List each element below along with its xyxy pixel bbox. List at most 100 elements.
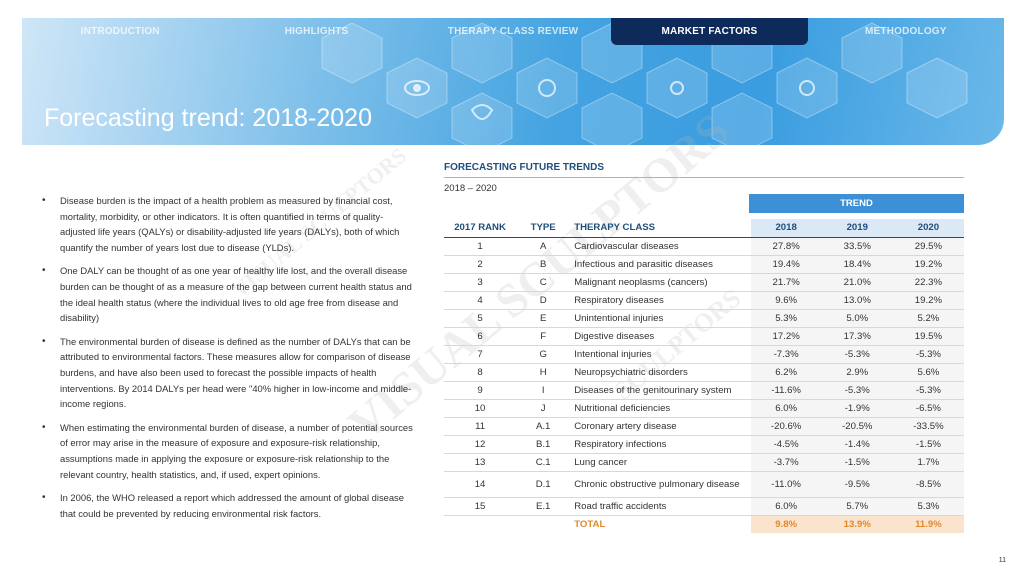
table-cell-type: I bbox=[516, 381, 571, 400]
table-cell-y2019: -5.3% bbox=[821, 345, 893, 364]
table-cell-y2018: -7.3% bbox=[750, 345, 822, 364]
table-cell-class: Chronic obstructive pulmonary disease bbox=[570, 471, 751, 498]
table-cell-rank: 7 bbox=[444, 345, 517, 364]
table-cell-class: Malignant neoplasms (cancers) bbox=[570, 273, 751, 292]
total-cell: TOTAL bbox=[574, 518, 606, 530]
table-cell-type: A bbox=[516, 237, 571, 256]
table-cell-class: Respiratory infections bbox=[570, 435, 751, 454]
table-cell-y2019: -20.5% bbox=[821, 417, 893, 436]
page-number: 11 bbox=[998, 557, 1006, 564]
table-cell-rank: 5 bbox=[444, 309, 517, 328]
table-row: 12 B.1 Respiratory infections -4.5% -1.4% -1.… bbox=[444, 435, 964, 454]
table-cell-type: F bbox=[516, 327, 571, 346]
table-cell-y2018: 5.3% bbox=[750, 309, 822, 328]
table-cell-class: Cardiovascular diseases bbox=[570, 237, 751, 256]
table-cell-class: Digestive diseases bbox=[570, 327, 751, 346]
bullet-list: Disease burden is the impact of a health… bbox=[42, 193, 416, 529]
table-header-row: 2017 RANK TYPE THERAPY CLASS 2018 2019 2… bbox=[444, 219, 964, 238]
table-cell-y2018: 27.8% bbox=[750, 237, 822, 256]
table-row: 10 J Nutritional deficiencies 6.0% -1.9% -6.5… bbox=[444, 399, 964, 418]
table-cell-y2020: -5.3% bbox=[892, 381, 964, 400]
table-cell-y2018: 6.0% bbox=[750, 497, 822, 516]
table-row: 15 E.1 Road traffic accidents 6.0% 5.7% 5.3% bbox=[444, 497, 964, 516]
table-heading: FORECASTING FUTURE TRENDS bbox=[444, 162, 604, 173]
table-cell-type: A.1 bbox=[516, 417, 571, 436]
column-header: 2017 RANK bbox=[444, 219, 517, 238]
table-cell-y2018: 17.2% bbox=[750, 327, 822, 346]
table-row: 2 B Infectious and parasitic diseases 19.4%… bbox=[444, 255, 964, 274]
table-cell-y2020: -5.3% bbox=[892, 345, 964, 364]
table-cell-class: Lung cancer bbox=[570, 453, 751, 472]
table-cell-rank: 13 bbox=[444, 453, 517, 472]
table-cell-y2018: 9.6% bbox=[750, 291, 822, 310]
tab-methodology[interactable]: METHODOLOGY bbox=[865, 26, 947, 37]
table-cell-rank: 14 bbox=[444, 471, 517, 498]
table-cell-y2018: -11.6% bbox=[750, 381, 822, 400]
table-cell-y2019: -5.3% bbox=[821, 381, 893, 400]
table-cell-type: C.1 bbox=[516, 453, 571, 472]
table-cell-type: C bbox=[516, 273, 571, 292]
table-cell-y2018: 19.4% bbox=[750, 255, 822, 274]
table-cell-class: Road traffic accidents bbox=[570, 497, 751, 516]
table-cell-y2018: 21.7% bbox=[750, 273, 822, 292]
table-cell-y2020: 5.3% bbox=[892, 497, 964, 516]
table-cell-type: E bbox=[516, 309, 571, 328]
table-cell-type: D bbox=[516, 291, 571, 310]
forecast-table: 2017 RANK TYPE THERAPY CLASS 2018 2019 2… bbox=[444, 219, 964, 533]
table-cell-type: B.1 bbox=[516, 435, 571, 454]
table-row: 4 D Respiratory diseases 9.6% 13.0% 19.2% bbox=[444, 291, 964, 310]
table-cell-y2020: 29.5% bbox=[892, 237, 964, 256]
table-row: 7 G Intentional injuries -7.3% -5.3% -5.3% bbox=[444, 345, 964, 364]
table-row: 11 A.1 Coronary artery disease -20.6% -20.5%… bbox=[444, 417, 964, 436]
table-cell-rank: 3 bbox=[444, 273, 517, 292]
table-cell-class: Respiratory diseases bbox=[570, 291, 751, 310]
table-cell-class: Coronary artery disease bbox=[570, 417, 751, 436]
divider bbox=[444, 177, 964, 178]
table-cell-y2019: 21.0% bbox=[821, 273, 893, 292]
column-header: TYPE bbox=[516, 219, 571, 238]
total-cell: 11.9% bbox=[892, 515, 964, 533]
table-cell-y2020: 1.7% bbox=[892, 453, 964, 472]
table-cell-class: Nutritional deficiencies bbox=[570, 399, 751, 418]
total-cell: 13.9% bbox=[821, 515, 893, 533]
header-banner bbox=[22, 18, 1004, 145]
table-cell-y2020: -33.5% bbox=[892, 417, 964, 436]
table-cell-y2019: 5.0% bbox=[821, 309, 893, 328]
bullet-item: In 2006, the WHO released a report which… bbox=[42, 490, 416, 521]
tab-market-factors[interactable]: MARKET FACTORS bbox=[611, 18, 808, 45]
table-cell-y2019: 33.5% bbox=[821, 237, 893, 256]
table-cell-y2019: -1.4% bbox=[821, 435, 893, 454]
table-cell-y2019: -1.9% bbox=[821, 399, 893, 418]
table-cell-y2018: -11.0% bbox=[750, 471, 822, 498]
table-cell-type: H bbox=[516, 363, 571, 382]
table-cell-class: Intentional injuries bbox=[570, 345, 751, 364]
period-label: 2018 – 2020 bbox=[444, 183, 497, 194]
tab-introduction[interactable]: INTRODUCTION bbox=[80, 26, 160, 37]
tab-highlights[interactable]: HIGHLIGHTS bbox=[284, 26, 349, 37]
table-cell-y2019: -9.5% bbox=[821, 471, 893, 498]
table-cell-type: E.1 bbox=[516, 497, 571, 516]
table-row: 3 C Malignant neoplasms (cancers) 21.7% 21.0… bbox=[444, 273, 964, 292]
column-header: 2018 bbox=[750, 219, 822, 238]
table-cell-y2019: -1.5% bbox=[821, 453, 893, 472]
table-row: 1 A Cardiovascular diseases 27.8% 33.5% 29.5% bbox=[444, 237, 964, 256]
empty-cell bbox=[444, 515, 516, 533]
tab-therapy-class-review[interactable]: THERAPY CLASS REVIEW bbox=[447, 26, 579, 37]
page-title: Forecasting trend: 2018-2020 bbox=[44, 104, 372, 132]
bullet-item: The environmental burden of disease is d… bbox=[42, 334, 416, 412]
table-row: 6 F Digestive diseases 17.2% 17.3% 19.5% bbox=[444, 327, 964, 346]
total-cell: 9.8% bbox=[750, 515, 822, 533]
table-cell-y2019: 13.0% bbox=[821, 291, 893, 310]
column-header: 2019 bbox=[821, 219, 893, 238]
table-cell-rank: 15 bbox=[444, 497, 517, 516]
hexagon-pattern bbox=[321, 22, 968, 145]
table-row: 14 D.1 Chronic obstructive pulmonary disea… bbox=[444, 471, 964, 498]
column-header: THERAPY CLASS bbox=[570, 219, 751, 238]
table-cell-y2020: -1.5% bbox=[892, 435, 964, 454]
table-cell-type: J bbox=[516, 399, 571, 418]
table-cell-y2020: 5.2% bbox=[892, 309, 964, 328]
table-cell-y2018: -4.5% bbox=[750, 435, 822, 454]
table-row: 13 C.1 Lung cancer -3.7% -1.5% 1.7% bbox=[444, 453, 964, 472]
table-cell-y2020: 19.5% bbox=[892, 327, 964, 346]
table-cell-class: Diseases of the genitourinary system bbox=[570, 381, 751, 400]
